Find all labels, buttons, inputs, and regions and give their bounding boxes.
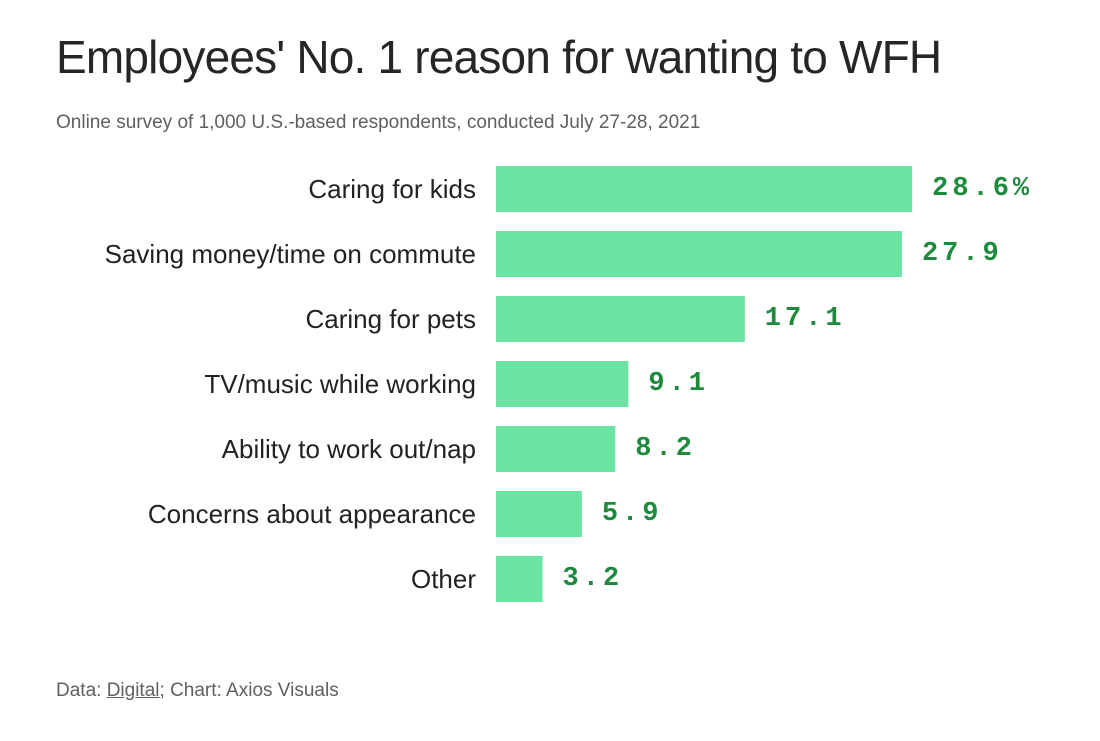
value-label: 5.9 bbox=[602, 499, 663, 529]
bar-chart: Caring for kids 28.6% Saving money/time on… bbox=[105, 166, 1033, 602]
category-label: Caring for pets bbox=[305, 304, 476, 334]
category-label: Other bbox=[411, 564, 476, 594]
category-label: Caring for kids bbox=[308, 174, 476, 204]
value-label: 9.1 bbox=[648, 369, 709, 399]
category-label: Saving money/time on commute bbox=[105, 239, 476, 269]
source-link[interactable]: Digital bbox=[106, 680, 160, 701]
bar-row: Ability to work out/nap 8.2 bbox=[222, 426, 696, 472]
category-label: Concerns about appearance bbox=[148, 499, 476, 529]
bar-row: Caring for kids 28.6% bbox=[308, 166, 1033, 212]
bar-row: TV/music while working 9.1 bbox=[204, 361, 709, 407]
bar bbox=[496, 296, 745, 342]
footer-data-prefix: Data: bbox=[56, 680, 107, 701]
category-label: TV/music while working bbox=[204, 369, 476, 399]
bar bbox=[496, 556, 543, 602]
value-label: 8.2 bbox=[635, 434, 696, 464]
value-label: 27.9 bbox=[922, 239, 1003, 269]
bar bbox=[496, 166, 913, 212]
bar-row: Saving money/time on commute 27.9 bbox=[105, 231, 1003, 277]
bar-row: Concerns about appearance 5.9 bbox=[148, 491, 663, 537]
value-label: 3.2 bbox=[563, 564, 624, 594]
bar bbox=[496, 231, 902, 277]
chart-subtitle: Online survey of 1,000 U.S.-based respon… bbox=[56, 112, 701, 133]
bar bbox=[496, 491, 582, 537]
value-label: 17.1 bbox=[765, 304, 846, 334]
bar bbox=[496, 426, 616, 472]
footer-credit: ; Chart: Axios Visuals bbox=[159, 680, 339, 701]
bar-row: Other 3.2 bbox=[411, 556, 624, 602]
value-label: 28.6% bbox=[932, 174, 1033, 204]
bar-row: Caring for pets 17.1 bbox=[305, 296, 846, 342]
chart-footer: Data: Digital; Chart: Axios Visuals bbox=[56, 680, 339, 702]
chart-title: Employees' No. 1 reason for wanting to W… bbox=[56, 31, 942, 83]
category-label: Ability to work out/nap bbox=[222, 434, 476, 464]
bar bbox=[496, 361, 629, 407]
